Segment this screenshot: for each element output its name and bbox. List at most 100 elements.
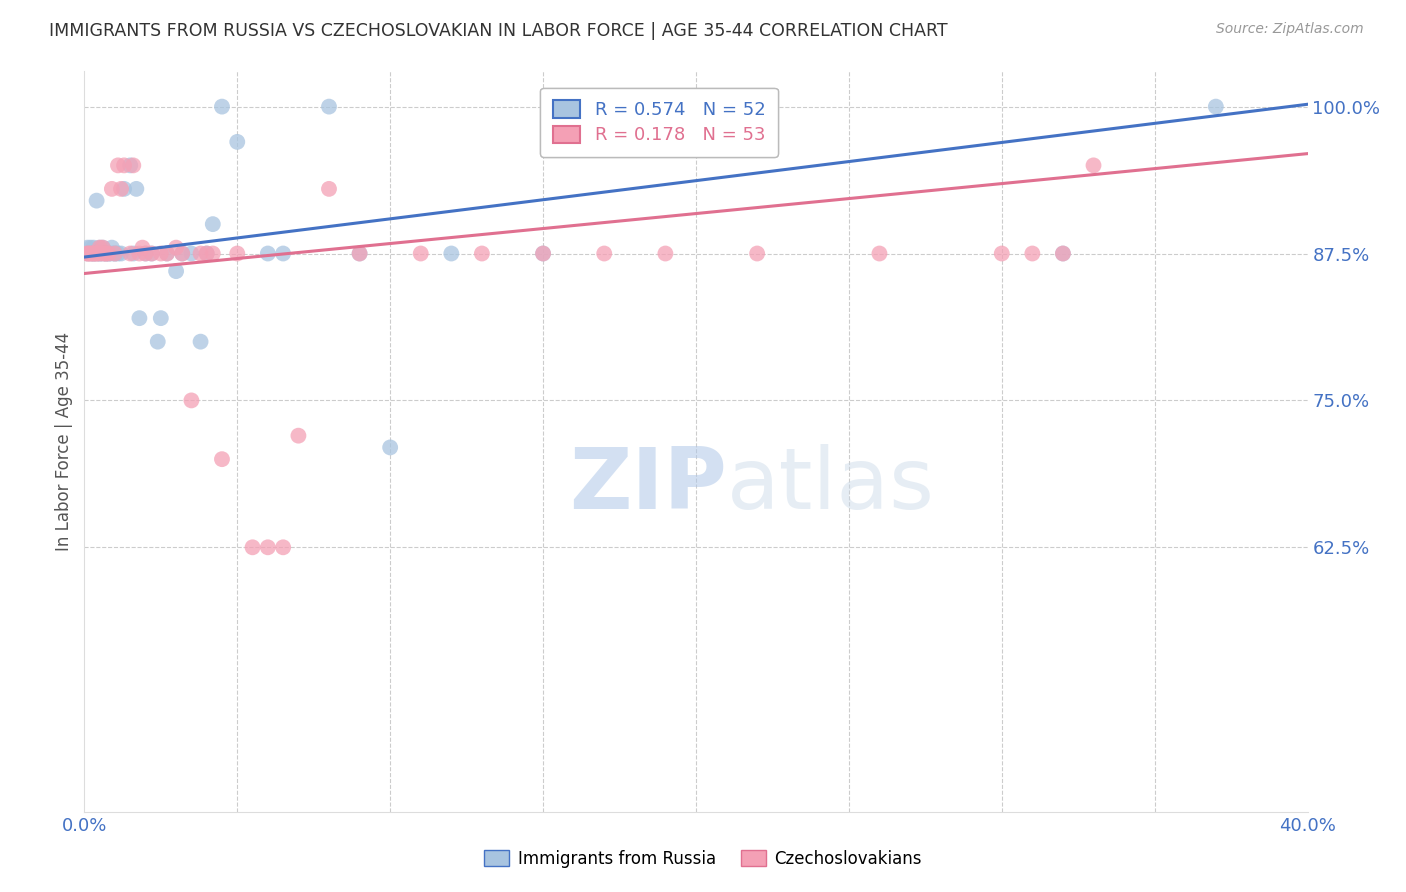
Point [83,246,105,260]
Point [165,241,187,255]
Point [122,246,145,260]
Point [94,246,117,260]
Point [287,428,309,442]
Text: Source: ZipAtlas.com: Source: ZipAtlas.com [1216,22,1364,37]
Point [149,246,172,260]
Point [79,246,101,260]
Point [91,241,114,255]
Point [110,182,132,196]
Point [86,246,108,260]
Point [107,246,129,260]
Point [165,264,187,278]
Point [747,246,769,260]
Point [211,100,233,114]
Point [79,246,101,260]
Point [83,246,105,260]
Point [156,246,179,260]
Point [76,246,98,260]
Point [1052,246,1074,260]
Point [76,241,98,255]
Point [112,158,135,172]
Point [271,541,294,555]
Point [107,158,129,172]
Legend: R = 0.574   N = 52, R = 0.178   N = 53: R = 0.574 N = 52, R = 0.178 N = 53 [540,87,778,157]
Point [89,241,111,255]
Point [89,246,111,260]
Point [91,246,114,260]
Point [110,246,132,260]
Legend: Immigrants from Russia, Czechoslovakians: Immigrants from Russia, Czechoslovakians [478,844,928,875]
Text: IMMIGRANTS FROM RUSSIA VS CZECHOSLOVAKIAN IN LABOR FORCE | AGE 35-44 CORRELATION: IMMIGRANTS FROM RUSSIA VS CZECHOSLOVAKIA… [49,22,948,40]
Point [94,246,117,260]
Point [226,246,249,260]
Point [146,334,169,349]
Point [91,246,114,260]
Point [91,241,114,255]
Point [211,452,233,467]
Point [1083,158,1105,172]
Point [531,246,554,260]
Point [180,246,202,260]
Point [190,246,212,260]
Point [654,246,676,260]
Point [86,194,108,208]
Point [122,158,145,172]
Point [190,334,212,349]
Point [156,246,179,260]
Point [380,441,402,455]
Point [242,541,264,555]
Point [271,246,294,260]
Text: atlas: atlas [727,444,935,527]
Point [86,246,108,260]
Point [83,241,105,255]
Point [79,241,101,255]
Point [104,246,127,260]
Point [120,246,142,260]
Point [120,158,142,172]
Point [104,246,127,260]
Point [101,241,124,255]
Point [101,246,124,260]
Point [172,246,194,260]
Point [440,246,463,260]
Point [89,246,111,260]
Point [141,246,163,260]
Point [685,100,707,114]
Point [195,246,218,260]
Point [991,246,1014,260]
Point [104,246,127,260]
Point [226,135,249,149]
Point [89,241,111,255]
Point [471,246,494,260]
Point [257,541,280,555]
Point [97,246,120,260]
Point [1021,246,1043,260]
Point [349,246,371,260]
Point [128,246,150,260]
Point [89,246,111,260]
Point [112,182,135,196]
Point [201,217,224,231]
Y-axis label: In Labor Force | Age 35-44: In Labor Force | Age 35-44 [55,332,73,551]
Point [94,246,117,260]
Point [318,182,340,196]
Point [172,246,194,260]
Point [131,241,153,255]
Point [318,100,340,114]
Point [149,311,172,326]
Text: ZIP: ZIP [569,444,727,527]
Point [349,246,371,260]
Point [180,393,202,408]
Point [125,182,148,196]
Point [101,182,124,196]
Point [257,246,280,260]
Point [1052,246,1074,260]
Point [97,246,120,260]
Point [593,246,616,260]
Point [97,246,120,260]
Point [128,311,150,326]
Point [83,246,105,260]
Point [76,246,98,260]
Point [869,246,891,260]
Point [409,246,432,260]
